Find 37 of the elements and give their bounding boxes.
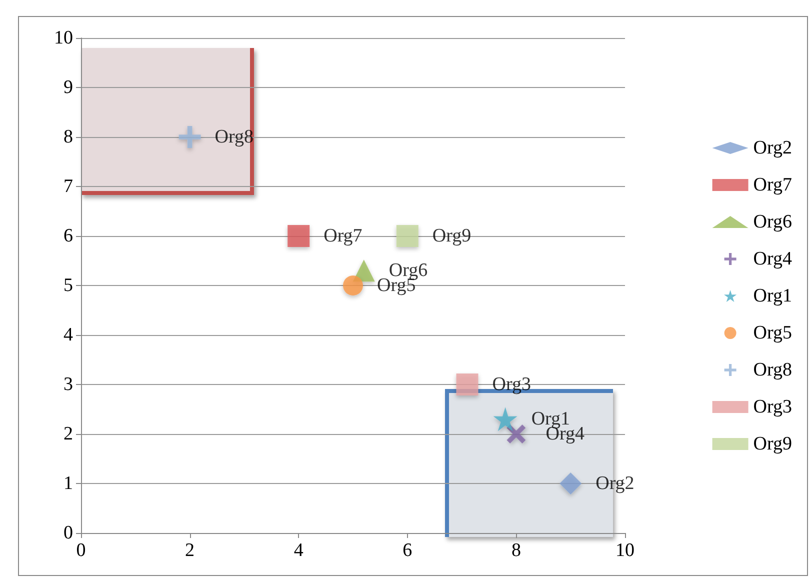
x-tick-label: 8 [511,540,521,561]
y-tick-label: 9 [64,77,73,98]
point [560,472,582,494]
point [288,225,310,247]
x-tick-label: 2 [185,540,195,561]
point [343,276,363,296]
legend-label: Org4 [753,248,792,270]
y-tick-label: 2 [64,424,73,444]
x-tick-label: 10 [616,540,634,561]
text: Org2 [596,473,634,494]
point [506,424,526,444]
y-tick-label: 4 [64,324,74,346]
point [396,225,418,247]
y-tick-label: 3 [64,374,73,395]
text: Org7 [324,226,362,246]
y-tick-label: 7 [64,176,73,197]
point [178,126,201,148]
legend-label: Org2 [753,138,792,158]
point [493,407,518,432]
legend-label: Org8 [753,360,792,380]
x-tick-label: 4 [294,540,304,561]
y-tick-label: 8 [64,126,73,148]
y-tick-label: 6 [64,226,73,246]
point [456,374,478,396]
text: Org8 [214,126,254,148]
legend-label: Org3 [753,396,792,418]
y-tick-label: 1 [64,473,73,494]
y-tick-label: 0 [64,522,73,544]
legend-label: Org7 [753,174,792,196]
text: Org9 [432,226,472,246]
legend-label: Org1 [753,286,792,306]
y-tick-label: 10 [54,28,73,48]
legend-label: Org5 [753,322,792,344]
legend-label: Org9 [753,434,792,454]
x-tick-label: 6 [402,540,412,561]
legend-label: Org6 [753,212,792,232]
y-tick-label: 5 [64,275,73,296]
